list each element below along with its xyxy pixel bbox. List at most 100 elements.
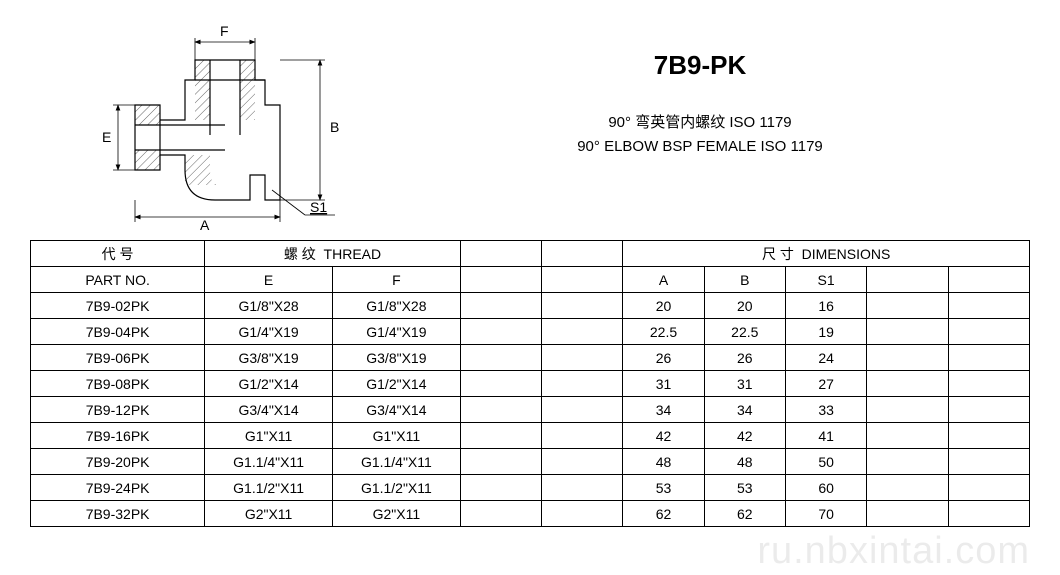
cell: 22.5 xyxy=(623,319,704,345)
cell: G3/4"X14 xyxy=(332,397,460,423)
hdr-blank2 xyxy=(542,241,623,267)
spec-table-wrap: 代 号 螺 纹 THREAD 尺 寸 DIMENSIONS PART NO. E… xyxy=(0,240,1060,527)
cell-partno: 7B9-24PK xyxy=(31,475,205,501)
cell: 19 xyxy=(785,319,866,345)
cell: 34 xyxy=(623,397,704,423)
cell: 62 xyxy=(704,501,785,527)
table-row: 7B9-24PKG1.1/2"X11G1.1/2"X11535360 xyxy=(31,475,1030,501)
cell: 20 xyxy=(623,293,704,319)
cell: G1.1/4"X11 xyxy=(332,449,460,475)
cell-partno: 7B9-04PK xyxy=(31,319,205,345)
table-row: 7B9-12PKG3/4"X14G3/4"X14343433 xyxy=(31,397,1030,423)
table-body: 7B9-02PKG1/8"X28G1/8"X282020167B9-04PKG1… xyxy=(31,293,1030,527)
hdr-E: E xyxy=(205,267,333,293)
hdr-F: F xyxy=(332,267,460,293)
table-row: 7B9-16PKG1"X11G1"X11424241 xyxy=(31,423,1030,449)
cell xyxy=(867,501,948,527)
cell: G1/2"X14 xyxy=(205,371,333,397)
hdr-B: B xyxy=(704,267,785,293)
title-block: 7B9-PK 90° 弯英管内螺纹 ISO 1179 90° ELBOW BSP… xyxy=(380,20,1020,230)
dim-label-B: B xyxy=(330,119,339,135)
cell xyxy=(460,293,541,319)
hdr-partno-en: PART NO. xyxy=(31,267,205,293)
cell xyxy=(460,397,541,423)
cell: 53 xyxy=(704,475,785,501)
hdr-blank4 xyxy=(542,267,623,293)
cell: 48 xyxy=(623,449,704,475)
cell xyxy=(460,371,541,397)
cell: 53 xyxy=(623,475,704,501)
cell: 20 xyxy=(704,293,785,319)
cell: G1/2"X14 xyxy=(332,371,460,397)
cell xyxy=(460,501,541,527)
cell: G2"X11 xyxy=(332,501,460,527)
cell xyxy=(460,449,541,475)
cell: G3/8"X19 xyxy=(205,345,333,371)
cell: 22.5 xyxy=(704,319,785,345)
cell xyxy=(867,397,948,423)
cell: G2"X11 xyxy=(205,501,333,527)
cell xyxy=(542,501,623,527)
cell: G1.1/2"X11 xyxy=(205,475,333,501)
dim-label-E: E xyxy=(102,129,111,145)
cell xyxy=(867,449,948,475)
cell xyxy=(867,475,948,501)
cell: 34 xyxy=(704,397,785,423)
cell: 50 xyxy=(785,449,866,475)
cell: 31 xyxy=(704,371,785,397)
cell: G1.1/4"X11 xyxy=(205,449,333,475)
cell-partno: 7B9-16PK xyxy=(31,423,205,449)
cell: 26 xyxy=(623,345,704,371)
dim-label-S1: S1 xyxy=(310,199,327,215)
cell-partno: 7B9-12PK xyxy=(31,397,205,423)
cell xyxy=(867,293,948,319)
cell: G1/4"X19 xyxy=(205,319,333,345)
cell xyxy=(542,371,623,397)
top-section: F B E A S1 7B9-PK 90° 弯英管内螺纹 ISO 1179 90… xyxy=(0,0,1060,240)
table-row: 7B9-06PKG3/8"X19G3/8"X19262624 xyxy=(31,345,1030,371)
cell-partno: 7B9-08PK xyxy=(31,371,205,397)
cell xyxy=(948,319,1029,345)
cell: G1"X11 xyxy=(205,423,333,449)
spec-table: 代 号 螺 纹 THREAD 尺 寸 DIMENSIONS PART NO. E… xyxy=(30,240,1030,527)
cell-partno: 7B9-20PK xyxy=(31,449,205,475)
cell: 31 xyxy=(623,371,704,397)
desc-en: 90° ELBOW BSP FEMALE ISO 1179 xyxy=(380,138,1020,155)
cell-partno: 7B9-06PK xyxy=(31,345,205,371)
cell xyxy=(460,475,541,501)
dim-label-A: A xyxy=(200,217,210,230)
desc-cn: 90° 弯英管内螺纹 ISO 1179 xyxy=(380,111,1020,132)
cell: 33 xyxy=(785,397,866,423)
dim-label-F: F xyxy=(220,23,229,39)
cell: 16 xyxy=(785,293,866,319)
cell: 70 xyxy=(785,501,866,527)
cell xyxy=(542,475,623,501)
cell: G1/8"X28 xyxy=(205,293,333,319)
header-row-2: PART NO. E F A B S1 xyxy=(31,267,1030,293)
cell xyxy=(542,345,623,371)
cell: 24 xyxy=(785,345,866,371)
cell xyxy=(948,423,1029,449)
cell xyxy=(948,371,1029,397)
cell xyxy=(867,345,948,371)
cell xyxy=(460,345,541,371)
hdr-blank5 xyxy=(867,267,948,293)
table-row: 7B9-08PKG1/2"X14G1/2"X14313127 xyxy=(31,371,1030,397)
table-row: 7B9-04PKG1/4"X19G1/4"X1922.522.519 xyxy=(31,319,1030,345)
hdr-thread: 螺 纹 THREAD xyxy=(205,241,461,267)
cell xyxy=(867,423,948,449)
hdr-S1: S1 xyxy=(785,267,866,293)
cell xyxy=(542,449,623,475)
cell-partno: 7B9-02PK xyxy=(31,293,205,319)
watermark: ru.nbxintai.com xyxy=(757,530,1030,573)
cell: G1"X11 xyxy=(332,423,460,449)
cell xyxy=(948,397,1029,423)
table-row: 7B9-32PKG2"X11G2"X11626270 xyxy=(31,501,1030,527)
table-row: 7B9-20PKG1.1/4"X11G1.1/4"X11484850 xyxy=(31,449,1030,475)
hdr-blank1 xyxy=(460,241,541,267)
cell: G3/8"X19 xyxy=(332,345,460,371)
cell: G1/4"X19 xyxy=(332,319,460,345)
cell xyxy=(542,293,623,319)
cell: G3/4"X14 xyxy=(205,397,333,423)
cell xyxy=(867,319,948,345)
